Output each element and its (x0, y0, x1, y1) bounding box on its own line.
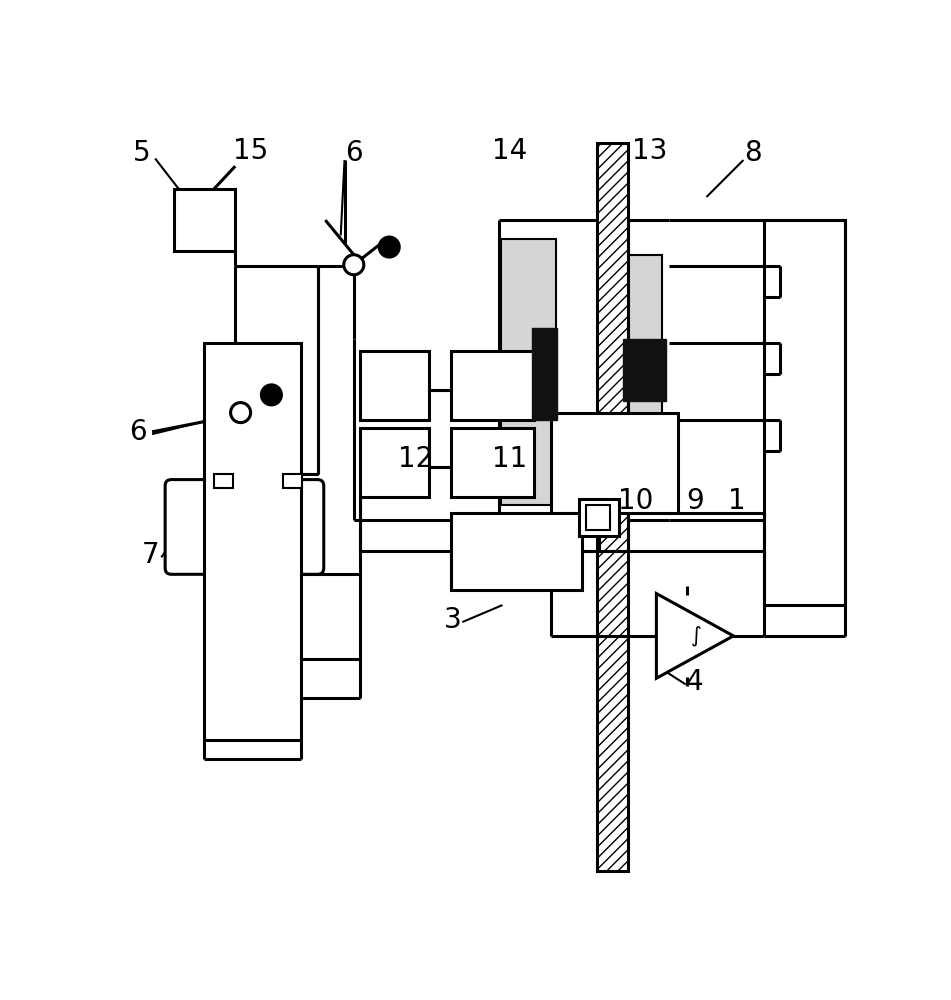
Text: 10: 10 (618, 487, 653, 515)
Bar (623, 339, 666, 401)
Bar (204, 343, 301, 740)
Text: 1: 1 (728, 487, 747, 515)
Bar (578, 499, 619, 536)
Bar (451, 351, 534, 420)
Text: 3: 3 (443, 606, 461, 635)
Bar (214, 474, 233, 488)
Text: 7: 7 (142, 541, 160, 569)
Circle shape (230, 403, 251, 423)
Text: 13: 13 (631, 137, 668, 165)
Bar (597, 143, 628, 871)
Bar (359, 351, 429, 420)
Text: 12: 12 (398, 445, 433, 473)
FancyBboxPatch shape (165, 480, 323, 574)
Bar (359, 428, 429, 497)
Text: 14: 14 (493, 137, 528, 165)
Text: 4: 4 (686, 668, 704, 696)
Text: 8: 8 (744, 139, 762, 167)
Bar (586, 505, 611, 530)
Bar (551, 413, 678, 513)
Text: 11: 11 (493, 445, 528, 473)
Text: 6: 6 (129, 418, 147, 446)
Bar (283, 474, 302, 488)
Text: 9: 9 (686, 487, 704, 515)
Bar (501, 239, 556, 505)
Bar (451, 428, 534, 497)
Text: 5: 5 (133, 139, 151, 167)
Bar (451, 513, 582, 590)
Text: ∫: ∫ (691, 626, 702, 646)
Bar (174, 189, 235, 251)
Circle shape (343, 255, 364, 275)
Bar (630, 255, 662, 451)
Circle shape (262, 385, 281, 405)
Circle shape (379, 237, 399, 257)
Text: 15: 15 (233, 137, 268, 165)
Text: 6: 6 (345, 139, 362, 167)
Bar (532, 328, 557, 420)
Bar (765, 220, 845, 605)
Polygon shape (656, 594, 733, 678)
